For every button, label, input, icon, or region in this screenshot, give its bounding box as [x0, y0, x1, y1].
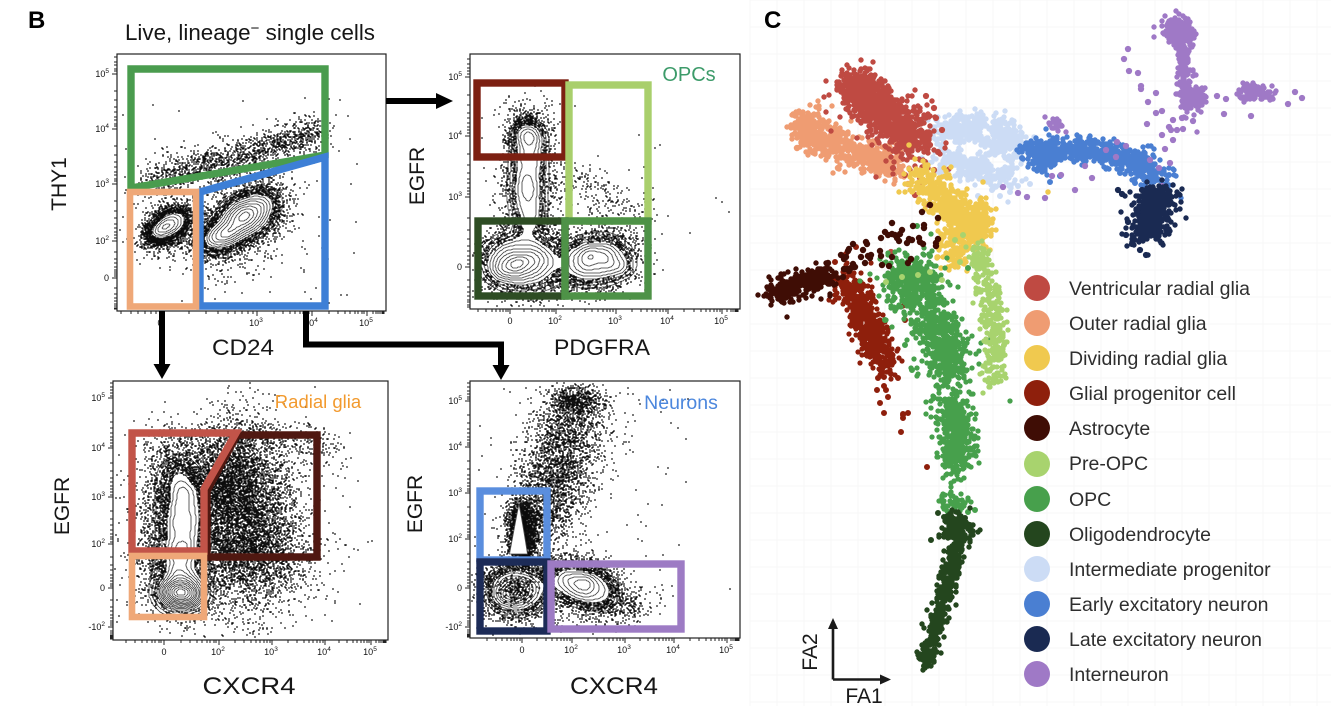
svg-text:Astrocyte: Astrocyte — [1069, 418, 1150, 440]
svg-text:103: 103 — [91, 491, 105, 502]
svg-text:103: 103 — [608, 315, 622, 326]
svg-text:Radial glia: Radial glia — [275, 391, 362, 412]
svg-text:Dividing radial glia: Dividing radial glia — [1069, 348, 1227, 370]
svg-text:PDGFRA: PDGFRA — [554, 335, 650, 360]
svg-text:FA2: FA2 — [799, 633, 822, 670]
svg-text:104: 104 — [317, 646, 331, 657]
svg-text:Live, lineage− single cells: Live, lineage − single cells — [125, 20, 375, 45]
svg-text:Neurons: Neurons — [644, 392, 718, 414]
svg-text:Interneuron: Interneuron — [1069, 664, 1169, 686]
svg-text:CXCR4: CXCR4 — [570, 673, 658, 700]
svg-text:103: 103 — [264, 646, 278, 657]
svg-text:103: 103 — [448, 191, 462, 202]
svg-text:103: 103 — [95, 178, 109, 189]
svg-text:103: 103 — [448, 487, 462, 498]
svg-text:104: 104 — [95, 123, 109, 134]
svg-text:Outer radial glia: Outer radial glia — [1069, 313, 1207, 335]
svg-text:THY1: THY1 — [48, 157, 71, 211]
svg-text:104: 104 — [448, 130, 462, 141]
svg-text:Pre-OPC: Pre-OPC — [1069, 453, 1148, 475]
svg-text:105: 105 — [91, 392, 105, 403]
svg-text:105: 105 — [719, 644, 733, 655]
svg-text:EGFR: EGFR — [404, 475, 427, 533]
svg-text:105: 105 — [714, 315, 728, 326]
svg-text:103: 103 — [249, 317, 263, 328]
svg-text:Ventricular radial glia: Ventricular radial glia — [1069, 278, 1250, 300]
svg-text:104: 104 — [448, 441, 462, 452]
svg-text:105: 105 — [359, 317, 373, 328]
svg-text:OPCs: OPCs — [662, 64, 715, 86]
svg-text:104: 104 — [660, 315, 674, 326]
svg-text:105: 105 — [95, 68, 109, 79]
svg-text:102: 102 — [211, 646, 225, 657]
svg-text:CXCR4: CXCR4 — [203, 673, 296, 700]
svg-text:EGFR: EGFR — [51, 477, 74, 535]
svg-text:104: 104 — [666, 644, 680, 655]
svg-text:105: 105 — [448, 395, 462, 406]
svg-text:B: B — [28, 7, 45, 34]
svg-text:0: 0 — [100, 583, 105, 593]
svg-text:104: 104 — [304, 317, 318, 328]
svg-text:0: 0 — [457, 583, 462, 593]
svg-text:104: 104 — [91, 442, 105, 453]
svg-text:0: 0 — [519, 645, 524, 655]
svg-text:102: 102 — [548, 315, 562, 326]
svg-text:C: C — [764, 7, 781, 34]
svg-text:EGFR: EGFR — [406, 147, 429, 205]
svg-text:102: 102 — [448, 533, 462, 544]
svg-text:0: 0 — [104, 273, 109, 283]
svg-text:0: 0 — [457, 262, 462, 272]
svg-text:FA1: FA1 — [845, 685, 882, 706]
svg-text:Glial progenitor cell: Glial progenitor cell — [1069, 383, 1236, 405]
svg-text:105: 105 — [448, 71, 462, 82]
svg-text:-102: -102 — [88, 621, 105, 632]
svg-text:102: 102 — [91, 538, 105, 549]
svg-text:Intermediate progenitor: Intermediate progenitor — [1069, 559, 1271, 581]
svg-text:Early excitatory neuron: Early excitatory neuron — [1069, 594, 1268, 616]
svg-text:102: 102 — [564, 644, 578, 655]
svg-text:-102: -102 — [445, 621, 462, 632]
svg-text:0: 0 — [161, 647, 166, 657]
svg-text:Late excitatory neuron: Late excitatory neuron — [1069, 629, 1262, 651]
svg-text:0: 0 — [507, 316, 512, 326]
svg-text:102: 102 — [95, 235, 109, 246]
svg-text:105: 105 — [363, 646, 377, 657]
svg-text:CD24: CD24 — [212, 335, 274, 360]
svg-text:103: 103 — [617, 644, 631, 655]
svg-text:Oligodendrocyte: Oligodendrocyte — [1069, 524, 1211, 546]
svg-text:OPC: OPC — [1069, 489, 1111, 511]
